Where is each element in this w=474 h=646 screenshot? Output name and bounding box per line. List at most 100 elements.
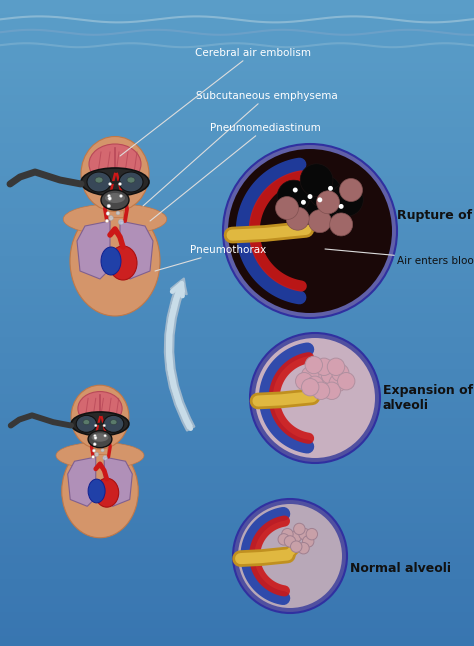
Circle shape	[93, 443, 96, 446]
Bar	[0, 637, 474, 646]
Ellipse shape	[81, 168, 149, 196]
FancyArrowPatch shape	[165, 278, 194, 430]
Circle shape	[309, 175, 341, 208]
Text: Pneumothorax: Pneumothorax	[155, 245, 266, 271]
Bar	[0, 0, 474, 8]
Circle shape	[94, 436, 97, 439]
Circle shape	[291, 541, 302, 552]
Circle shape	[111, 207, 115, 209]
Circle shape	[291, 530, 302, 542]
Bar	[0, 572, 474, 581]
Circle shape	[118, 219, 124, 225]
Circle shape	[119, 194, 122, 198]
Circle shape	[301, 366, 319, 384]
Bar	[0, 112, 474, 121]
Circle shape	[286, 207, 309, 230]
Bar	[107, 199, 123, 217]
Circle shape	[328, 186, 333, 191]
Circle shape	[330, 183, 363, 216]
Bar	[0, 548, 474, 557]
Circle shape	[317, 191, 339, 214]
Circle shape	[95, 452, 99, 457]
Ellipse shape	[110, 420, 117, 424]
Polygon shape	[68, 457, 96, 506]
Bar	[0, 7, 474, 16]
Text: Rupture of alveoli: Rupture of alveoli	[397, 209, 474, 222]
Bar	[0, 596, 474, 606]
Circle shape	[278, 534, 290, 545]
Text: Subcutaneous emphysema: Subcutaneous emphysema	[143, 91, 338, 206]
Circle shape	[116, 211, 120, 215]
Bar	[0, 136, 474, 145]
Bar	[0, 56, 474, 65]
Bar	[0, 605, 474, 614]
Circle shape	[339, 178, 363, 202]
Bar	[0, 499, 474, 509]
Ellipse shape	[70, 206, 160, 316]
Bar	[0, 508, 474, 517]
Circle shape	[282, 528, 293, 540]
Bar	[0, 411, 474, 420]
Ellipse shape	[83, 420, 90, 424]
Bar	[0, 402, 474, 412]
Bar	[0, 152, 474, 162]
Circle shape	[302, 536, 314, 547]
Ellipse shape	[119, 172, 143, 192]
Circle shape	[315, 358, 333, 375]
Circle shape	[109, 216, 113, 220]
Circle shape	[328, 358, 345, 375]
Circle shape	[306, 528, 318, 540]
Bar	[0, 104, 474, 113]
Ellipse shape	[105, 193, 125, 203]
Circle shape	[337, 373, 355, 390]
Ellipse shape	[87, 172, 111, 192]
Bar	[0, 322, 474, 331]
Circle shape	[105, 219, 109, 223]
Bar	[0, 492, 474, 501]
Ellipse shape	[95, 478, 118, 507]
Circle shape	[106, 212, 109, 215]
Ellipse shape	[127, 177, 135, 183]
Bar	[0, 193, 474, 202]
Circle shape	[301, 379, 319, 396]
Circle shape	[290, 192, 322, 224]
Bar	[0, 282, 474, 291]
Circle shape	[255, 338, 375, 458]
Circle shape	[277, 180, 310, 213]
Bar	[0, 249, 474, 258]
Bar	[0, 524, 474, 533]
Ellipse shape	[62, 444, 138, 537]
Bar	[0, 483, 474, 492]
Bar	[0, 564, 474, 574]
Bar	[0, 427, 474, 436]
Bar	[0, 314, 474, 323]
Ellipse shape	[88, 431, 112, 448]
Circle shape	[309, 210, 331, 233]
Circle shape	[228, 149, 392, 313]
Bar	[0, 475, 474, 484]
Circle shape	[299, 528, 310, 540]
Circle shape	[94, 424, 97, 427]
Bar	[0, 386, 474, 395]
Bar	[0, 72, 474, 81]
Bar	[0, 354, 474, 363]
Circle shape	[103, 424, 106, 427]
Bar	[0, 540, 474, 549]
Ellipse shape	[76, 415, 97, 432]
Circle shape	[275, 196, 299, 220]
Bar	[0, 257, 474, 266]
Bar	[0, 298, 474, 307]
Bar	[0, 23, 474, 32]
Circle shape	[118, 183, 121, 185]
Ellipse shape	[88, 479, 105, 503]
Circle shape	[101, 448, 104, 452]
Bar	[0, 63, 474, 72]
Bar	[0, 467, 474, 477]
Bar	[0, 556, 474, 565]
Text: Expansion of
alveoli: Expansion of alveoli	[383, 384, 473, 412]
Circle shape	[107, 204, 110, 208]
Bar	[0, 225, 474, 234]
Bar	[0, 532, 474, 541]
Bar	[0, 612, 474, 621]
Bar	[0, 362, 474, 371]
